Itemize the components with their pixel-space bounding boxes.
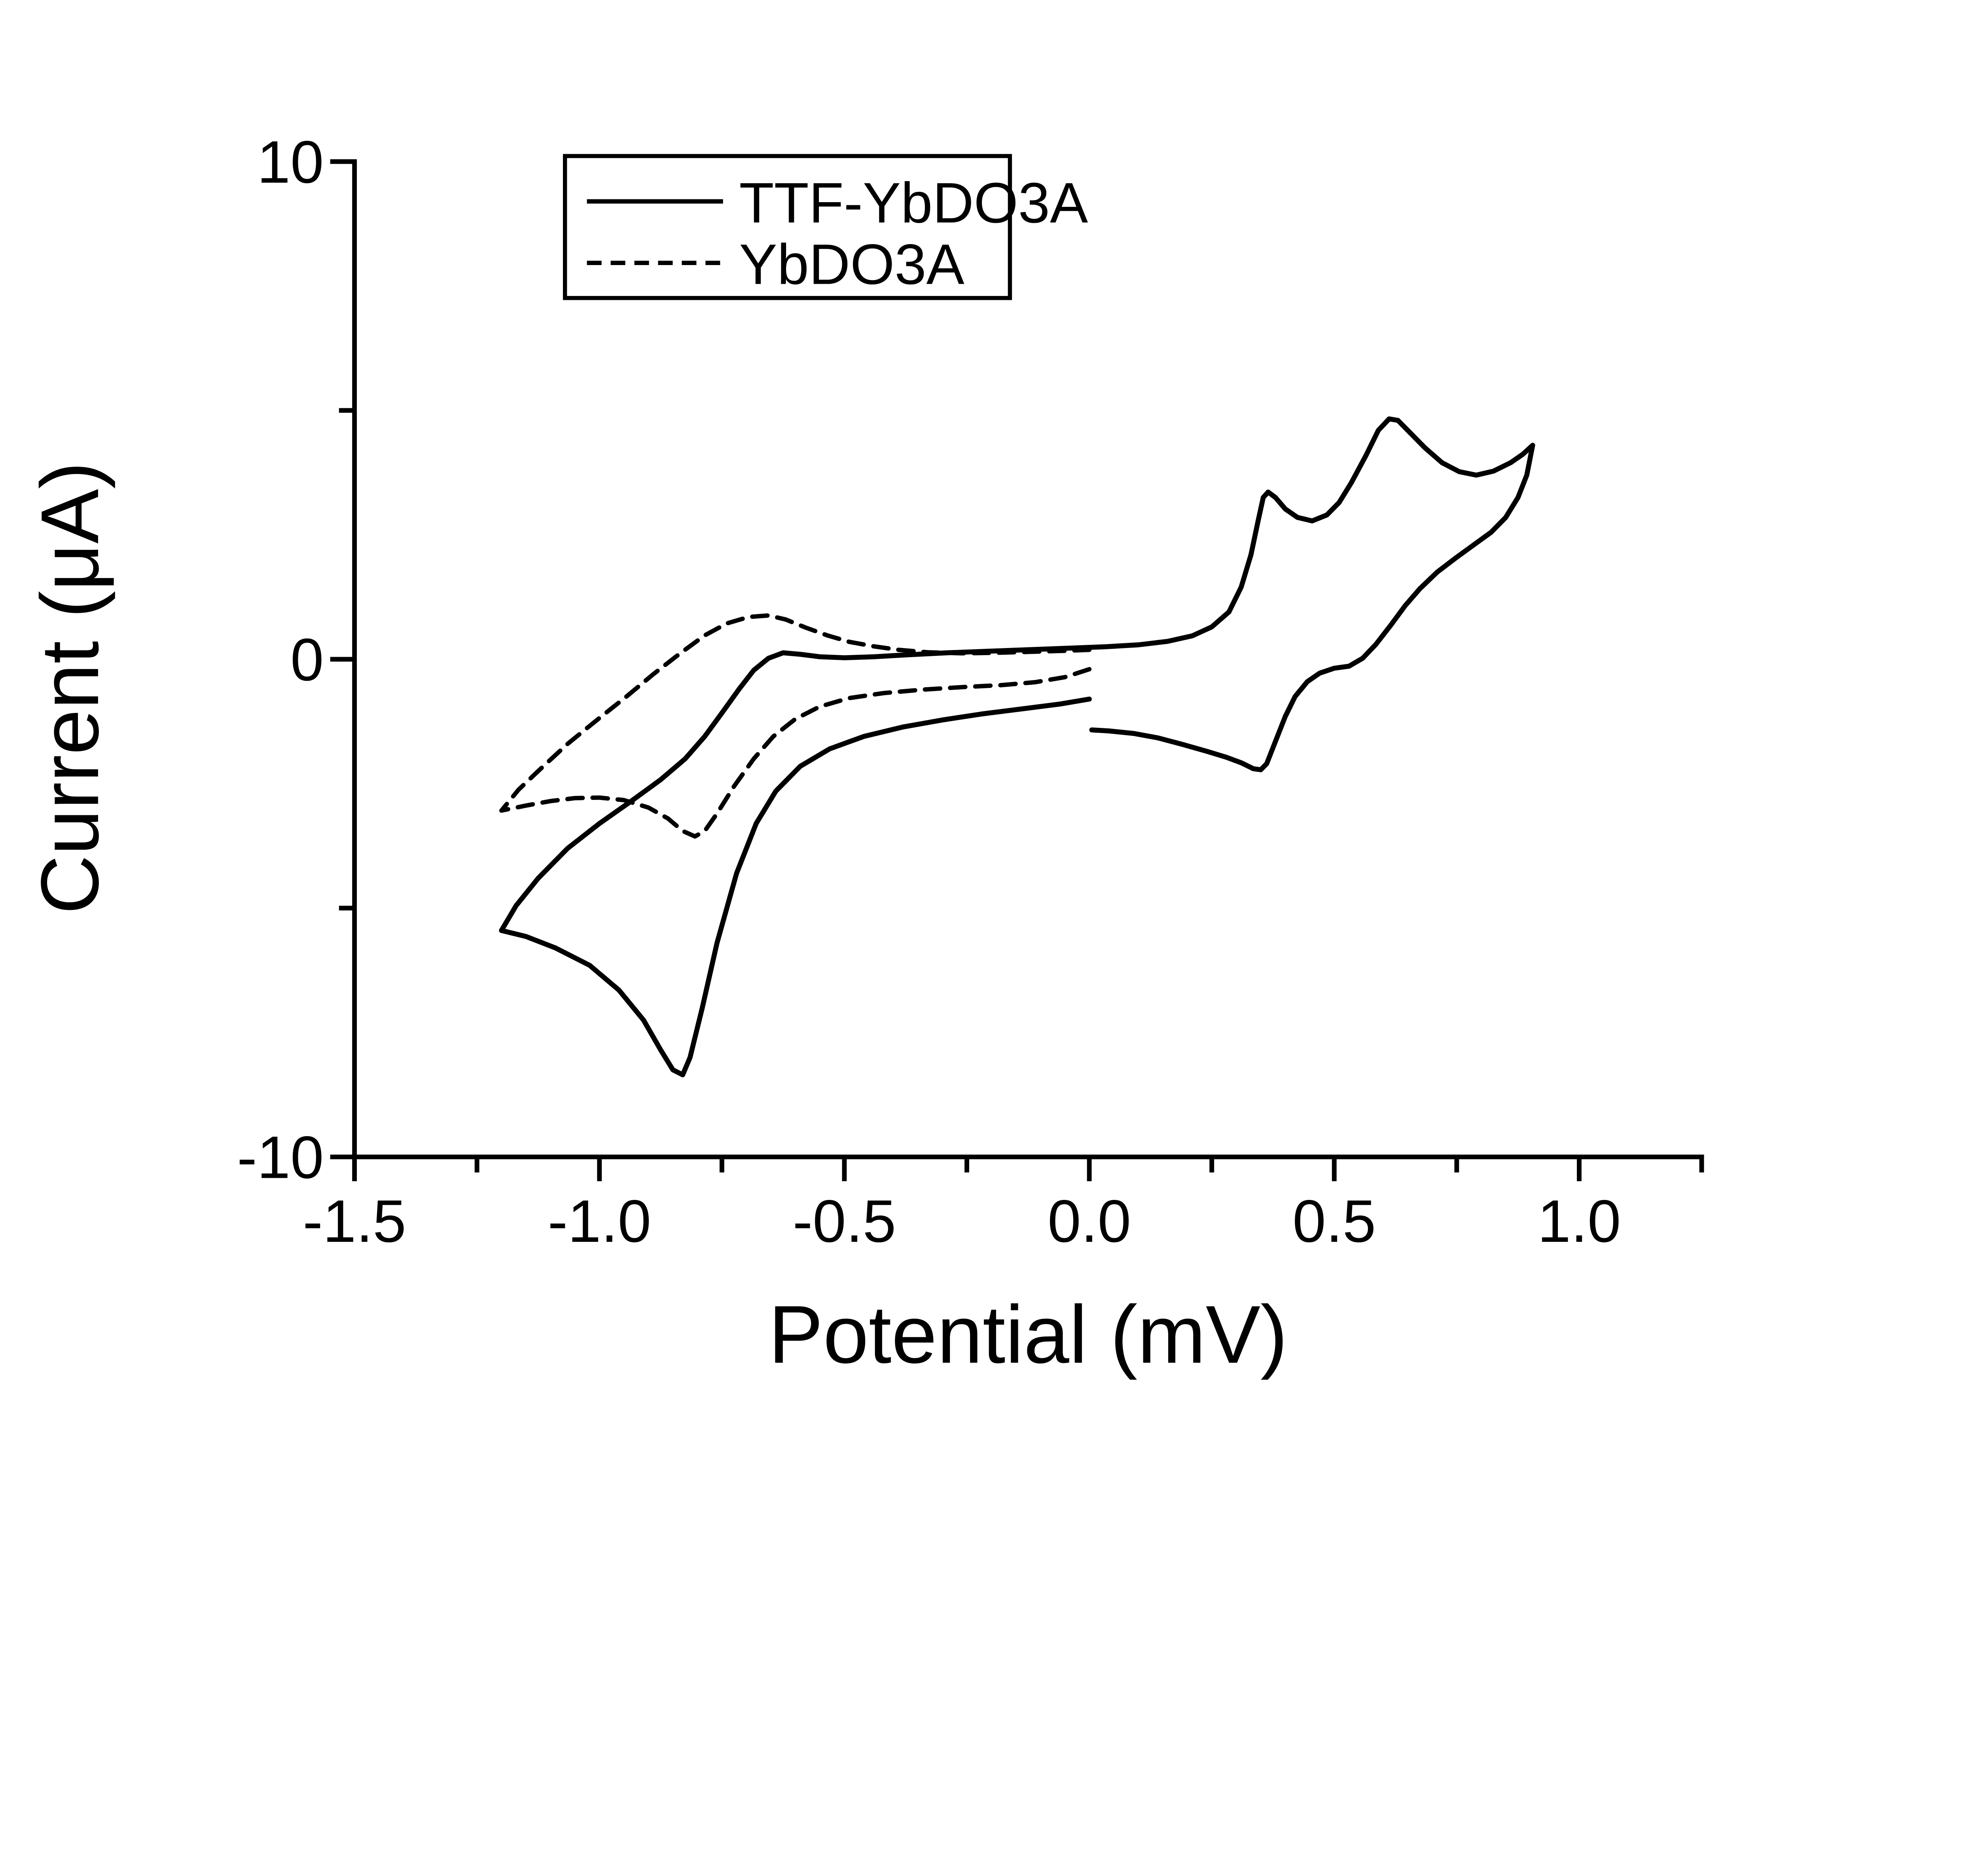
x-axis-title: Potential (mV): [768, 1289, 1288, 1380]
y-tick-label: -10: [237, 1124, 324, 1191]
legend-label-ybdo3a: YbDO3A: [739, 232, 964, 296]
legend-box: [563, 154, 1012, 300]
y-axis-ticks: [330, 159, 357, 1160]
cv-figure: -1.5 -1.0 -0.5 0.0 0.5 1.0 10 0 -10 TTF-YbDO3A …: [23, 129, 1704, 1380]
cv-chart-canvas: -1.5 -1.0 -0.5 0.0 0.5 1.0 10 0 -10 TTF-YbDO3A …: [23, 129, 1704, 1380]
x-tick-label: 0.0: [1048, 1188, 1131, 1255]
legend: TTF-YbDO3A YbDO3A: [563, 154, 1088, 300]
series-ybdo3a-curve: [499, 613, 1092, 839]
series-ttf-ybdo3a-curve: [499, 416, 1535, 1078]
x-axis-ticks: [352, 1154, 1704, 1181]
x-tick-label: -1.0: [548, 1188, 651, 1255]
plot-frame: [352, 159, 1704, 1160]
x-tick-label: -1.5: [303, 1188, 406, 1255]
series-group: [499, 416, 1535, 1078]
y-tick-label: 0: [290, 627, 324, 694]
legend-label-ttf-ybdo3a: TTF-YbDO3A: [739, 171, 1088, 235]
x-tick-label: -0.5: [793, 1188, 896, 1255]
x-tick-label: 1.0: [1537, 1188, 1621, 1255]
y-tick-label: 10: [257, 129, 324, 196]
y-axis-tick-labels: 10 0 -10: [237, 129, 324, 1191]
y-axis-title: Current (μA): [24, 462, 116, 914]
x-tick-label: 0.5: [1292, 1188, 1376, 1255]
x-axis-tick-labels: -1.5 -1.0 -0.5 0.0 0.5 1.0: [303, 1188, 1621, 1255]
